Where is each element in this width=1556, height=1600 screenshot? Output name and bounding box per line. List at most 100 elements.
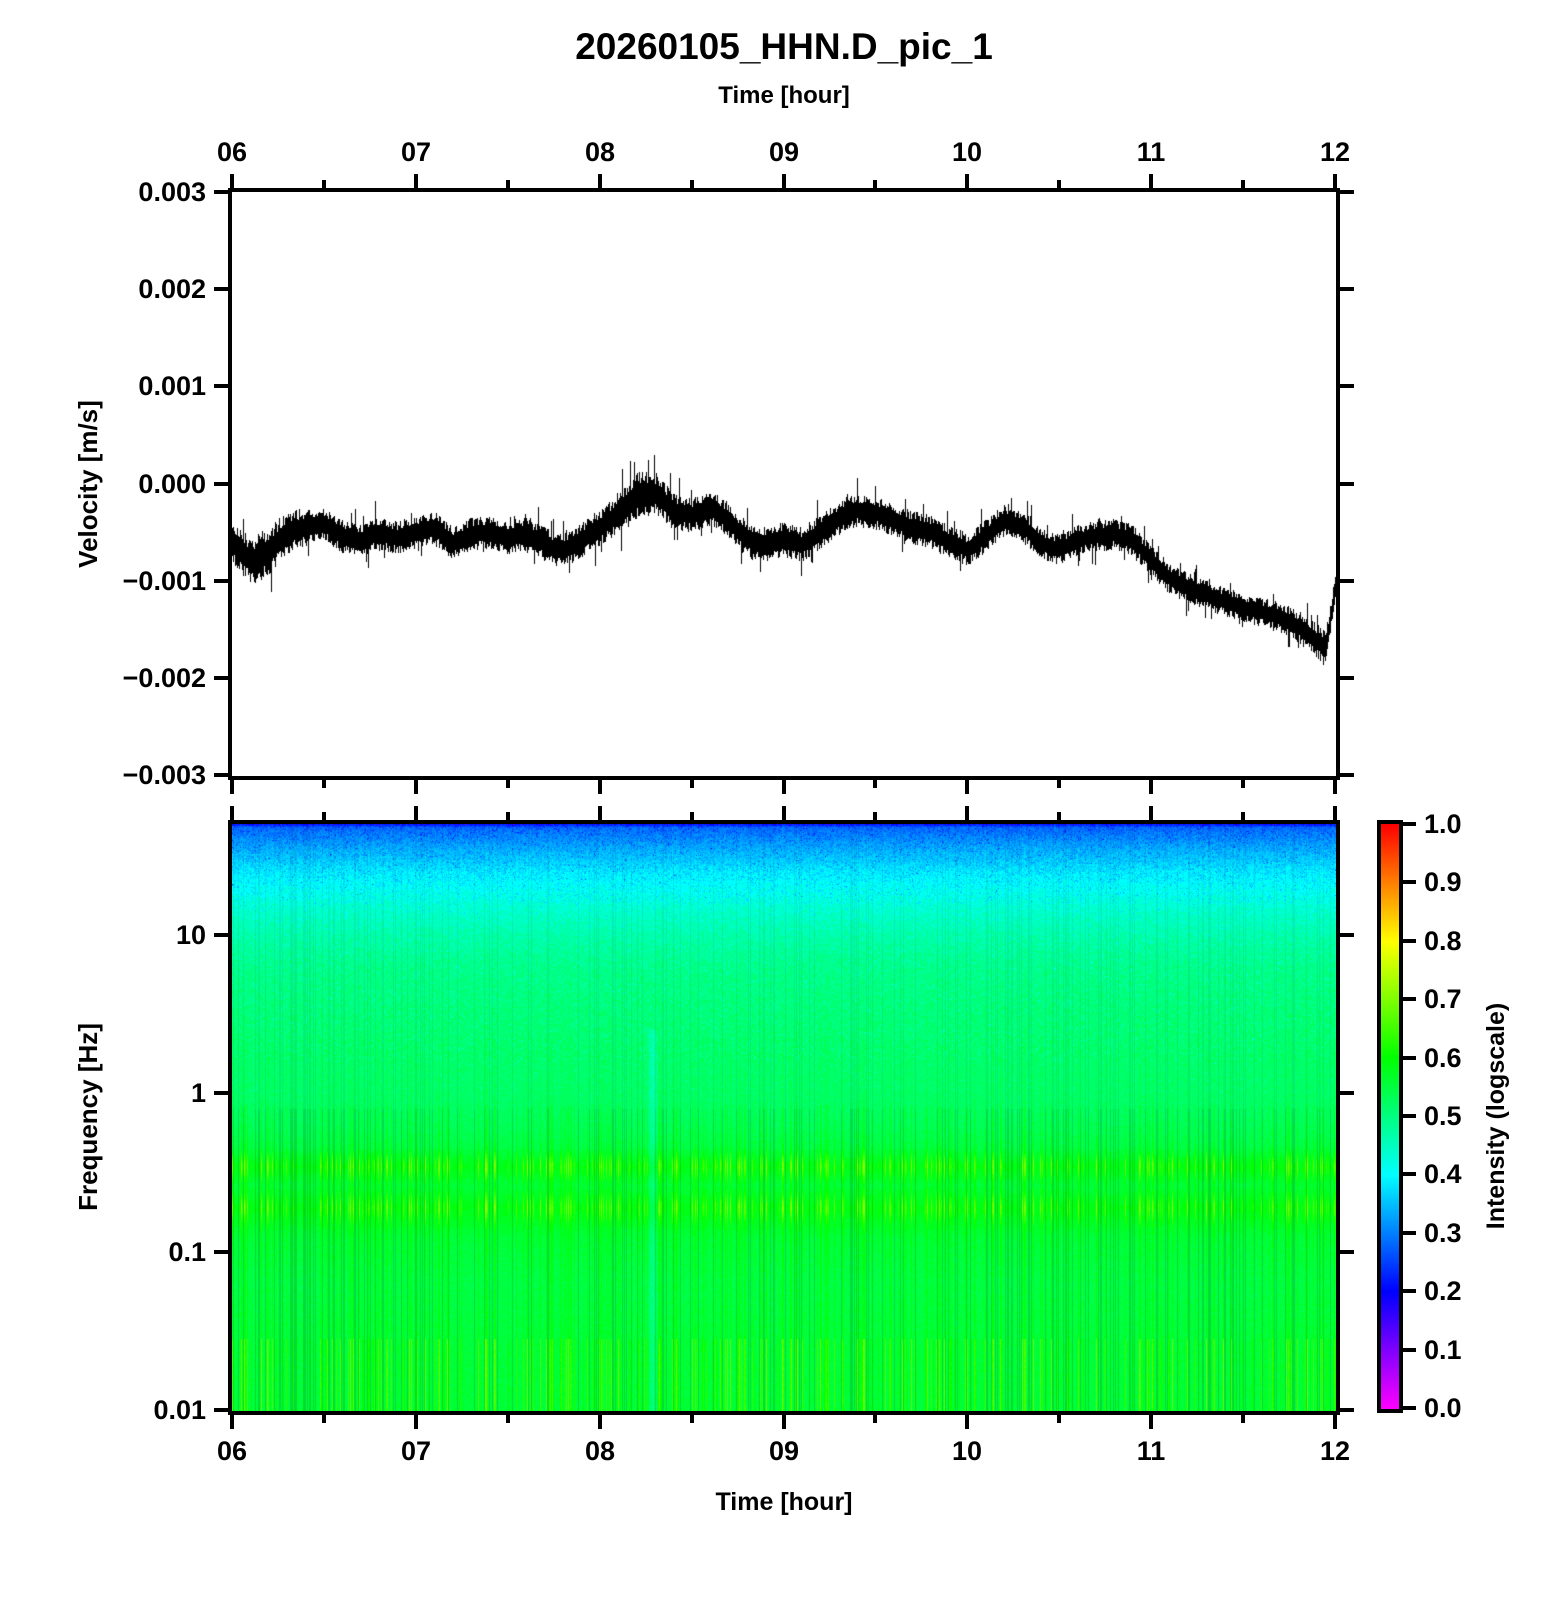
colorbar-canvas	[1381, 824, 1399, 1409]
x-tick	[873, 180, 877, 188]
x-tick	[782, 174, 786, 188]
velocity-tick	[1340, 676, 1354, 680]
frequency-tick	[1340, 1091, 1354, 1095]
colorbar-tick-label: 0.7	[1424, 984, 1462, 1014]
x-tick	[1241, 780, 1245, 788]
frequency-axis-label: Frequency [Hz]	[73, 1023, 103, 1211]
x-tick-label-top: 08	[584, 137, 616, 167]
x-tick	[230, 1415, 234, 1429]
velocity-tick	[214, 773, 228, 777]
x-tick	[414, 780, 418, 794]
x-tick	[414, 1415, 418, 1429]
x-tick	[506, 780, 510, 788]
x-tick-label-top: 06	[216, 137, 248, 167]
colorbar-tick-label: 0.1	[1424, 1335, 1462, 1365]
velocity-tick	[1340, 190, 1354, 194]
velocity-tick	[214, 676, 228, 680]
x-tick	[782, 780, 786, 794]
x-tick	[414, 174, 418, 188]
x-tick	[1333, 174, 1337, 188]
colorbar-tick	[1403, 1406, 1416, 1410]
x-tick	[322, 812, 326, 820]
x-tick	[1149, 780, 1153, 794]
waveform-canvas	[232, 192, 1336, 776]
colorbar-tick	[1403, 1231, 1416, 1235]
x-tick	[782, 1415, 786, 1429]
colorbar-tick	[1403, 822, 1416, 826]
x-tick	[1057, 812, 1061, 820]
x-tick	[322, 780, 326, 788]
x-tick	[598, 1415, 602, 1429]
velocity-tick	[1340, 482, 1354, 486]
x-tick-label-top: 12	[1319, 137, 1351, 167]
x-tick	[965, 174, 969, 188]
colorbar-tick-label: 1.0	[1424, 809, 1462, 839]
colorbar-tick	[1403, 1172, 1416, 1176]
x-tick	[1057, 180, 1061, 188]
x-tick	[690, 780, 694, 788]
x-tick	[1149, 174, 1153, 188]
x-tick	[598, 806, 602, 820]
x-tick-label-bottom: 09	[768, 1436, 800, 1466]
velocity-tick-label: 0.001	[138, 371, 206, 401]
x-tick	[1333, 806, 1337, 820]
frequency-tick-label: 1	[190, 1078, 206, 1108]
x-tick	[965, 780, 969, 794]
velocity-tick	[214, 287, 228, 291]
frequency-tick	[214, 933, 228, 937]
frequency-tick	[1340, 1250, 1354, 1254]
x-tick	[1241, 812, 1245, 820]
x-tick-label-top: 07	[400, 137, 432, 167]
frequency-tick-label: 10	[175, 920, 206, 950]
colorbar-tick	[1403, 1348, 1416, 1352]
colorbar-tick	[1403, 1289, 1416, 1293]
x-tick	[1149, 1415, 1153, 1429]
velocity-tick-label: −0.001	[122, 566, 206, 596]
velocity-tick-label: −0.002	[122, 663, 206, 693]
colorbar-tick-label: 0.5	[1424, 1101, 1462, 1131]
velocity-tick-label: 0.003	[138, 177, 206, 207]
x-tick	[873, 1415, 877, 1423]
x-tick-label-bottom: 10	[951, 1436, 983, 1466]
x-tick	[414, 806, 418, 820]
velocity-tick	[214, 190, 228, 194]
frequency-tick	[214, 1408, 228, 1412]
x-tick	[230, 780, 234, 794]
x-tick	[690, 1415, 694, 1423]
spectrogram-canvas	[232, 824, 1336, 1411]
x-tick	[782, 806, 786, 820]
x-tick	[690, 812, 694, 820]
colorbar-tick-label: 0.6	[1424, 1043, 1462, 1073]
colorbar-tick-label: 0.2	[1424, 1276, 1462, 1306]
x-tick-label-bottom: 07	[400, 1436, 432, 1466]
x-tick	[965, 806, 969, 820]
plot-title: 20260105_HHN.D_pic_1	[575, 26, 993, 67]
x-tick	[598, 174, 602, 188]
top-axis-title: Time [hour]	[718, 82, 850, 109]
frequency-tick	[1340, 933, 1354, 937]
velocity-tick	[1340, 384, 1354, 388]
colorbar-tick-label: 0.3	[1424, 1218, 1462, 1248]
colorbar-tick-label: 0.0	[1424, 1393, 1462, 1423]
colorbar-tick-label: 0.8	[1424, 926, 1462, 956]
velocity-tick	[1340, 579, 1354, 583]
colorbar-tick	[1403, 1056, 1416, 1060]
velocity-tick	[214, 482, 228, 486]
velocity-tick	[214, 579, 228, 583]
colorbar-tick	[1403, 939, 1416, 943]
velocity-tick-label: −0.003	[122, 760, 206, 790]
x-tick-label-bottom: 12	[1319, 1436, 1351, 1466]
x-tick-label-top: 10	[951, 137, 983, 167]
x-tick	[506, 180, 510, 188]
x-tick	[1057, 1415, 1061, 1423]
x-tick-label-bottom: 06	[216, 1436, 248, 1466]
velocity-tick-label: 0.002	[138, 274, 206, 304]
x-tick	[690, 180, 694, 188]
x-tick	[598, 780, 602, 794]
colorbar-tick	[1403, 880, 1416, 884]
colorbar-tick	[1403, 1114, 1416, 1118]
x-tick-label-bottom: 08	[584, 1436, 616, 1466]
x-tick	[873, 780, 877, 788]
x-tick-label-bottom: 11	[1136, 1436, 1166, 1466]
